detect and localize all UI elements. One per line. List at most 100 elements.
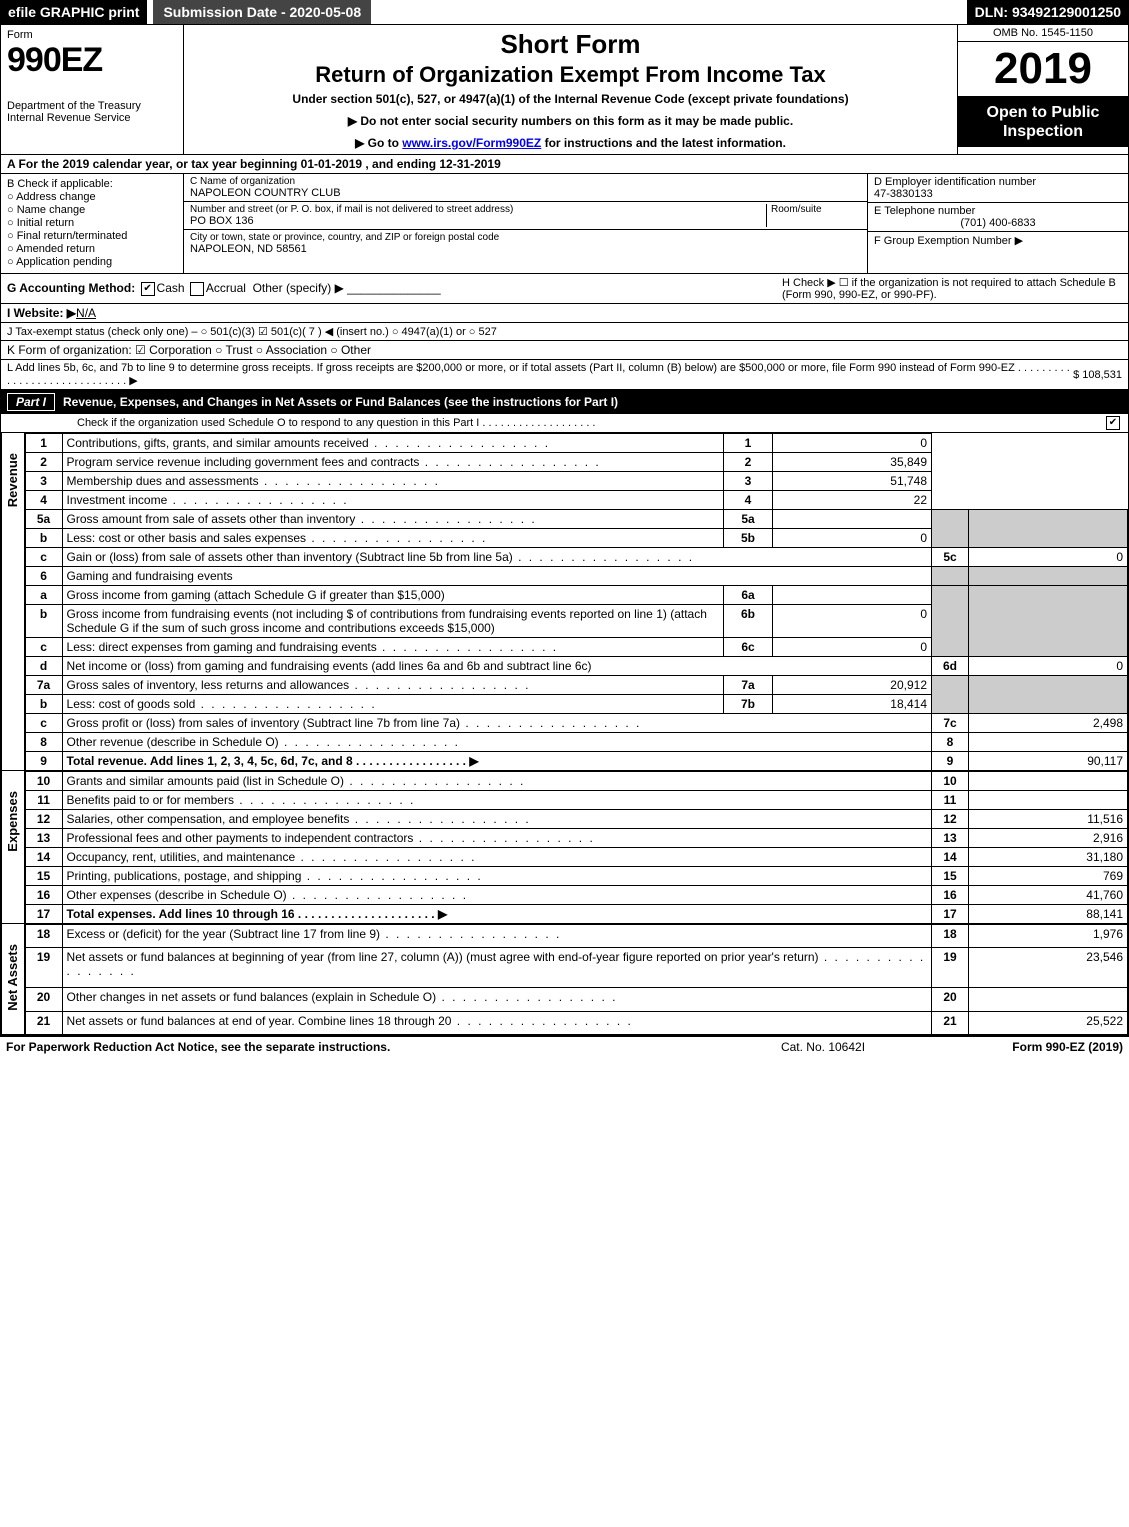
row-14: 14Occupancy, rent, utilities, and mainte… — [25, 848, 1127, 867]
chk-final-return[interactable]: Final return/terminated — [7, 230, 177, 242]
omb-number: OMB No. 1545-1150 — [958, 25, 1128, 42]
opt-other: Other (specify) ▶ — [253, 281, 344, 295]
netassets-table: 18Excess or (deficit) for the year (Subt… — [25, 924, 1128, 1035]
line-k: K Form of organization: ☑ Corporation ○ … — [1, 341, 1128, 360]
row-5a: 5aGross amount from sale of assets other… — [25, 510, 1127, 529]
footer-left: For Paperwork Reduction Act Notice, see … — [6, 1040, 723, 1054]
under-section: Under section 501(c), 527, or 4947(a)(1)… — [190, 92, 951, 106]
dept-treasury: Department of the Treasury — [7, 100, 177, 112]
line-l: L Add lines 5b, 6c, and 7b to line 9 to … — [1, 360, 1128, 390]
chk-address-change[interactable]: Address change — [7, 191, 177, 203]
website-value: N/A — [76, 306, 96, 320]
row-1: 1Contributions, gifts, grants, and simil… — [25, 434, 1127, 453]
revenue-table: 1Contributions, gifts, grants, and simil… — [25, 433, 1128, 771]
part-i-label: Part I — [7, 393, 55, 411]
chk-cash[interactable] — [141, 282, 155, 296]
row-16: 16Other expenses (describe in Schedule O… — [25, 886, 1127, 905]
opt-accrual: Accrual — [206, 281, 246, 295]
row-11: 11Benefits paid to or for members11 — [25, 791, 1127, 810]
city-label: City or town, state or province, country… — [190, 232, 861, 243]
form-number: 990EZ — [7, 41, 177, 80]
arrow-notice-1: ▶ Do not enter social security numbers o… — [190, 114, 951, 128]
netassets-sidelabel: Net Assets — [1, 924, 25, 1035]
line-h: H Check ▶ ☐ if the organization is not r… — [782, 276, 1122, 301]
line-a-tax-year: A For the 2019 calendar year, or tax yea… — [1, 155, 1128, 174]
box-d-label: D Employer identification number — [874, 176, 1122, 188]
open-to-public: Open to Public Inspection — [958, 97, 1128, 147]
line-i-label: I Website: ▶ — [7, 306, 76, 320]
line-l-amount: $ 108,531 — [1073, 369, 1122, 381]
room-label: Room/suite — [771, 204, 861, 215]
org-name: NAPOLEON COUNTRY CLUB — [190, 187, 861, 199]
row-15: 15Printing, publications, postage, and s… — [25, 867, 1127, 886]
opt-cash: Cash — [157, 281, 185, 295]
top-bar: efile GRAPHIC print Submission Date - 20… — [0, 0, 1129, 24]
goto-suffix: for instructions and the latest informat… — [541, 136, 786, 150]
row-19: 19Net assets or fund balances at beginni… — [25, 948, 1127, 988]
row-7a: 7aGross sales of inventory, less returns… — [25, 676, 1127, 695]
row-2: 2Program service revenue including gover… — [25, 453, 1127, 472]
revenue-sidelabel: Revenue — [1, 433, 25, 771]
header-left: Form 990EZ Department of the Treasury In… — [1, 25, 184, 154]
short-form-title: Short Form — [190, 29, 951, 60]
expenses-sidelabel: Expenses — [1, 771, 25, 924]
row-9: 9Total revenue. Add lines 1, 2, 3, 4, 5c… — [25, 752, 1127, 771]
netassets-section: Net Assets 18Excess or (deficit) for the… — [1, 924, 1128, 1035]
part-i-checkline: Check if the organization used Schedule … — [1, 414, 1128, 433]
footer-right: Form 990-EZ (2019) — [923, 1040, 1123, 1054]
row-18: 18Excess or (deficit) for the year (Subt… — [25, 925, 1127, 948]
row-10: 10Grants and similar amounts paid (list … — [25, 772, 1127, 791]
box-def: D Employer identification number 47-3830… — [867, 174, 1128, 273]
dept-irs: Internal Revenue Service — [7, 112, 177, 124]
row-17: 17Total expenses. Add lines 10 through 1… — [25, 905, 1127, 924]
row-13: 13Professional fees and other payments t… — [25, 829, 1127, 848]
box-b: B Check if applicable: Address change Na… — [1, 174, 184, 273]
chk-schedule-o[interactable] — [1106, 416, 1120, 430]
form-word: Form — [7, 29, 177, 41]
chk-application-pending[interactable]: Application pending — [7, 256, 177, 268]
street-label: Number and street (or P. O. box, if mail… — [190, 204, 766, 215]
box-e-label: E Telephone number — [874, 205, 1122, 217]
form-header: Form 990EZ Department of the Treasury In… — [1, 25, 1128, 155]
row-3: 3Membership dues and assessments351,748 — [25, 472, 1127, 491]
page-footer: For Paperwork Reduction Act Notice, see … — [0, 1036, 1129, 1057]
chk-name-change[interactable]: Name change — [7, 204, 177, 216]
row-20: 20Other changes in net assets or fund ba… — [25, 988, 1127, 1011]
expenses-section: Expenses 10Grants and similar amounts pa… — [1, 771, 1128, 924]
ein-value: 47-3830133 — [874, 188, 1122, 200]
chk-amended-return[interactable]: Amended return — [7, 243, 177, 255]
footer-center: Cat. No. 10642I — [723, 1040, 923, 1054]
box-b-title: B Check if applicable: — [7, 178, 177, 190]
chk-accrual[interactable] — [190, 282, 204, 296]
line-j: J Tax-exempt status (check only one) – ○… — [1, 323, 1128, 341]
part-i-check-text: Check if the organization used Schedule … — [7, 417, 1104, 429]
line-l-text: L Add lines 5b, 6c, and 7b to line 9 to … — [7, 362, 1073, 387]
dln-number: DLN: 93492129001250 — [967, 0, 1129, 24]
row-12: 12Salaries, other compensation, and empl… — [25, 810, 1127, 829]
tax-year: 2019 — [958, 42, 1128, 97]
row-6d: dNet income or (loss) from gaming and fu… — [25, 657, 1127, 676]
efile-badge: efile GRAPHIC print — [0, 0, 147, 24]
row-6: 6Gaming and fundraising events — [25, 567, 1127, 586]
return-title: Return of Organization Exempt From Incom… — [190, 62, 951, 88]
row-7c: cGross profit or (loss) from sales of in… — [25, 714, 1127, 733]
row-8: 8Other revenue (describe in Schedule O)8 — [25, 733, 1127, 752]
box-c: C Name of organization NAPOLEON COUNTRY … — [184, 174, 867, 273]
header-center: Short Form Return of Organization Exempt… — [184, 25, 957, 154]
row-4: 4Investment income422 — [25, 491, 1127, 510]
line-g-h: G Accounting Method: Cash Accrual Other … — [1, 274, 1128, 304]
arrow-notice-2: ▶ Go to www.irs.gov/Form990EZ for instru… — [190, 136, 951, 150]
irs-link[interactable]: www.irs.gov/Form990EZ — [402, 136, 541, 150]
row-5c: cGain or (loss) from sale of assets othe… — [25, 548, 1127, 567]
goto-prefix: ▶ Go to — [355, 136, 402, 150]
part-i-title: Revenue, Expenses, and Changes in Net As… — [63, 395, 1122, 409]
line-g-label: G Accounting Method: — [7, 281, 135, 295]
entity-block: B Check if applicable: Address change Na… — [1, 174, 1128, 274]
chk-initial-return[interactable]: Initial return — [7, 217, 177, 229]
form-container: Form 990EZ Department of the Treasury In… — [0, 24, 1129, 1036]
row-6a: aGross income from gaming (attach Schedu… — [25, 586, 1127, 605]
revenue-section: Revenue 1Contributions, gifts, grants, a… — [1, 433, 1128, 771]
line-i: I Website: ▶ N/A — [1, 304, 1128, 323]
city-value: NAPOLEON, ND 58561 — [190, 243, 861, 255]
row-21: 21Net assets or fund balances at end of … — [25, 1011, 1127, 1034]
